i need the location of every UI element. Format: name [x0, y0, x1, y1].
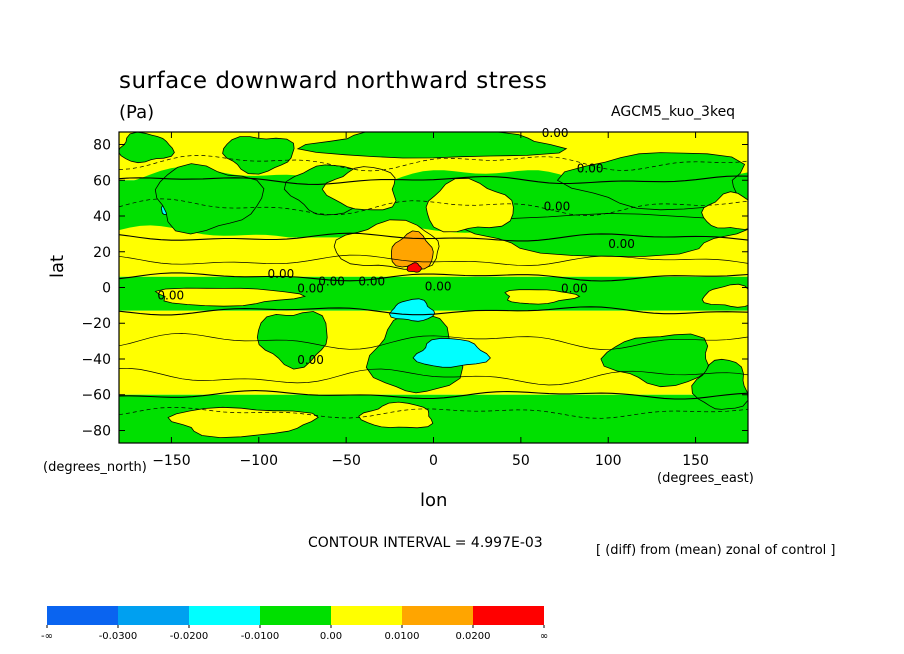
y-unit-label: (degrees_north) — [43, 460, 147, 475]
contour-region — [701, 283, 748, 308]
contour-label: 0.00 — [561, 282, 588, 296]
contour-label: 0.00 — [318, 274, 345, 288]
contour-label: 0.00 — [297, 353, 324, 367]
legend-swatch — [47, 606, 118, 625]
y-tick-label: 20 — [93, 245, 111, 261]
legend-swatch — [260, 606, 331, 625]
chart-title: surface downward northward stress — [119, 68, 548, 94]
contour-region — [412, 337, 491, 368]
legend-label: 0.0100 — [385, 631, 420, 642]
contour-interval: CONTOUR INTERVAL = 4.997E-03 — [308, 535, 543, 551]
y-tick-label: 60 — [93, 173, 111, 189]
legend-swatch — [189, 606, 260, 625]
contour-region — [459, 213, 748, 257]
contour-region — [504, 289, 581, 305]
x-tick-label: 150 — [682, 453, 709, 469]
diff-note: [ (diff) from (mean) zonal of control ] — [596, 543, 836, 558]
contour-region — [701, 191, 748, 230]
contour-line — [119, 198, 748, 216]
y-tick-label: −20 — [81, 316, 111, 332]
contour-region — [167, 406, 319, 439]
y-tick-label: −60 — [81, 388, 111, 404]
contour-band — [119, 166, 748, 188]
contour-region — [154, 163, 265, 235]
contour-label: 0.00 — [425, 280, 452, 294]
x-tick-label: 50 — [512, 453, 530, 469]
legend-label: -∞ — [41, 631, 53, 642]
contour-region — [222, 136, 295, 175]
legend-label: 0.0200 — [456, 631, 491, 642]
legend-swatch — [331, 606, 402, 625]
zero-contour — [119, 272, 748, 282]
contour-label: 0.00 — [157, 289, 184, 303]
legend-swatch — [118, 606, 189, 625]
contour-region — [365, 313, 464, 394]
legend-label: ∞ — [540, 631, 548, 642]
legend-label: -0.0100 — [241, 631, 280, 642]
x-axis-label: lon — [420, 490, 448, 511]
contour-region — [391, 230, 434, 270]
contour-region — [425, 177, 514, 233]
contour-label: 0.00 — [297, 282, 324, 296]
zero-contour — [119, 390, 748, 400]
contour-region — [389, 298, 436, 322]
x-tick-label: −100 — [240, 453, 278, 469]
contour-region — [406, 262, 422, 273]
contour-label: 0.00 — [608, 237, 635, 251]
contour-line — [119, 155, 748, 172]
contour-region — [296, 132, 568, 159]
x-tick-label: −150 — [152, 453, 190, 469]
y-tick-label: 40 — [93, 209, 111, 225]
legend-swatch — [473, 606, 544, 625]
y-axis-label: lat — [47, 254, 68, 278]
legend-label: -0.0300 — [99, 631, 138, 642]
y-tick-label: −40 — [81, 352, 111, 368]
legend-label: 0.00 — [320, 631, 342, 642]
contour-region — [358, 401, 434, 429]
y-tick-label: 0 — [102, 281, 111, 297]
contour-region — [119, 132, 175, 164]
contour-line — [119, 254, 748, 266]
contour-label: 0.00 — [577, 162, 604, 176]
contour-region — [154, 287, 306, 307]
contour-label: 0.00 — [358, 274, 385, 288]
x-tick-label: −50 — [331, 453, 361, 469]
legend-swatch — [402, 606, 473, 625]
y-tick-label: 80 — [93, 138, 111, 154]
zero-contour — [119, 306, 748, 316]
zero-contour — [119, 175, 748, 185]
contour-band — [119, 225, 748, 243]
contour-line — [119, 368, 748, 386]
legend-label: -0.0200 — [170, 631, 209, 642]
contour-label: 0.00 — [542, 126, 569, 140]
units-label: (Pa) — [119, 102, 155, 123]
contour-region — [321, 166, 397, 211]
x-unit-label: (degrees_east) — [657, 471, 754, 486]
contour-line — [119, 407, 748, 419]
x-tick-label: 100 — [595, 453, 622, 469]
x-tick-label: 0 — [429, 453, 438, 469]
zero-contour — [119, 232, 748, 242]
contour-label: 0.00 — [268, 267, 295, 281]
contour-label: 0.00 — [544, 199, 571, 213]
model-label: AGCM5_kuo_3keq — [611, 104, 736, 120]
y-tick-label: −80 — [81, 423, 111, 439]
contour-line — [119, 333, 748, 350]
